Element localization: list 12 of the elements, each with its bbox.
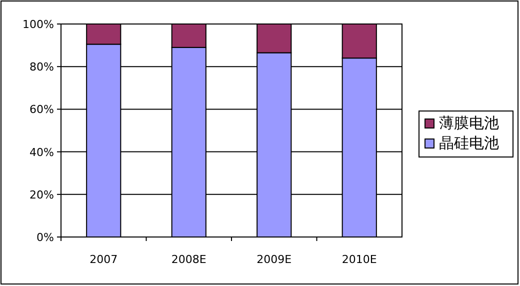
y-tick-label: 60% bbox=[30, 103, 54, 116]
y-tick-label: 0% bbox=[36, 231, 54, 244]
x-tick-label: 2009E bbox=[256, 253, 292, 266]
y-tick-label: 80% bbox=[30, 60, 54, 74]
y-tick-label: 40% bbox=[30, 146, 54, 159]
y-tick-label: 20% bbox=[30, 188, 54, 202]
legend-label: 薄膜电池 bbox=[439, 114, 499, 132]
x-tick-label: 2008E bbox=[171, 253, 206, 266]
x-tick-label: 2010E bbox=[342, 253, 377, 266]
x-tick-label: 2007 bbox=[90, 253, 118, 266]
legend-label: 晶硅电池 bbox=[439, 134, 499, 152]
y-tick-label: 100% bbox=[22, 18, 54, 31]
